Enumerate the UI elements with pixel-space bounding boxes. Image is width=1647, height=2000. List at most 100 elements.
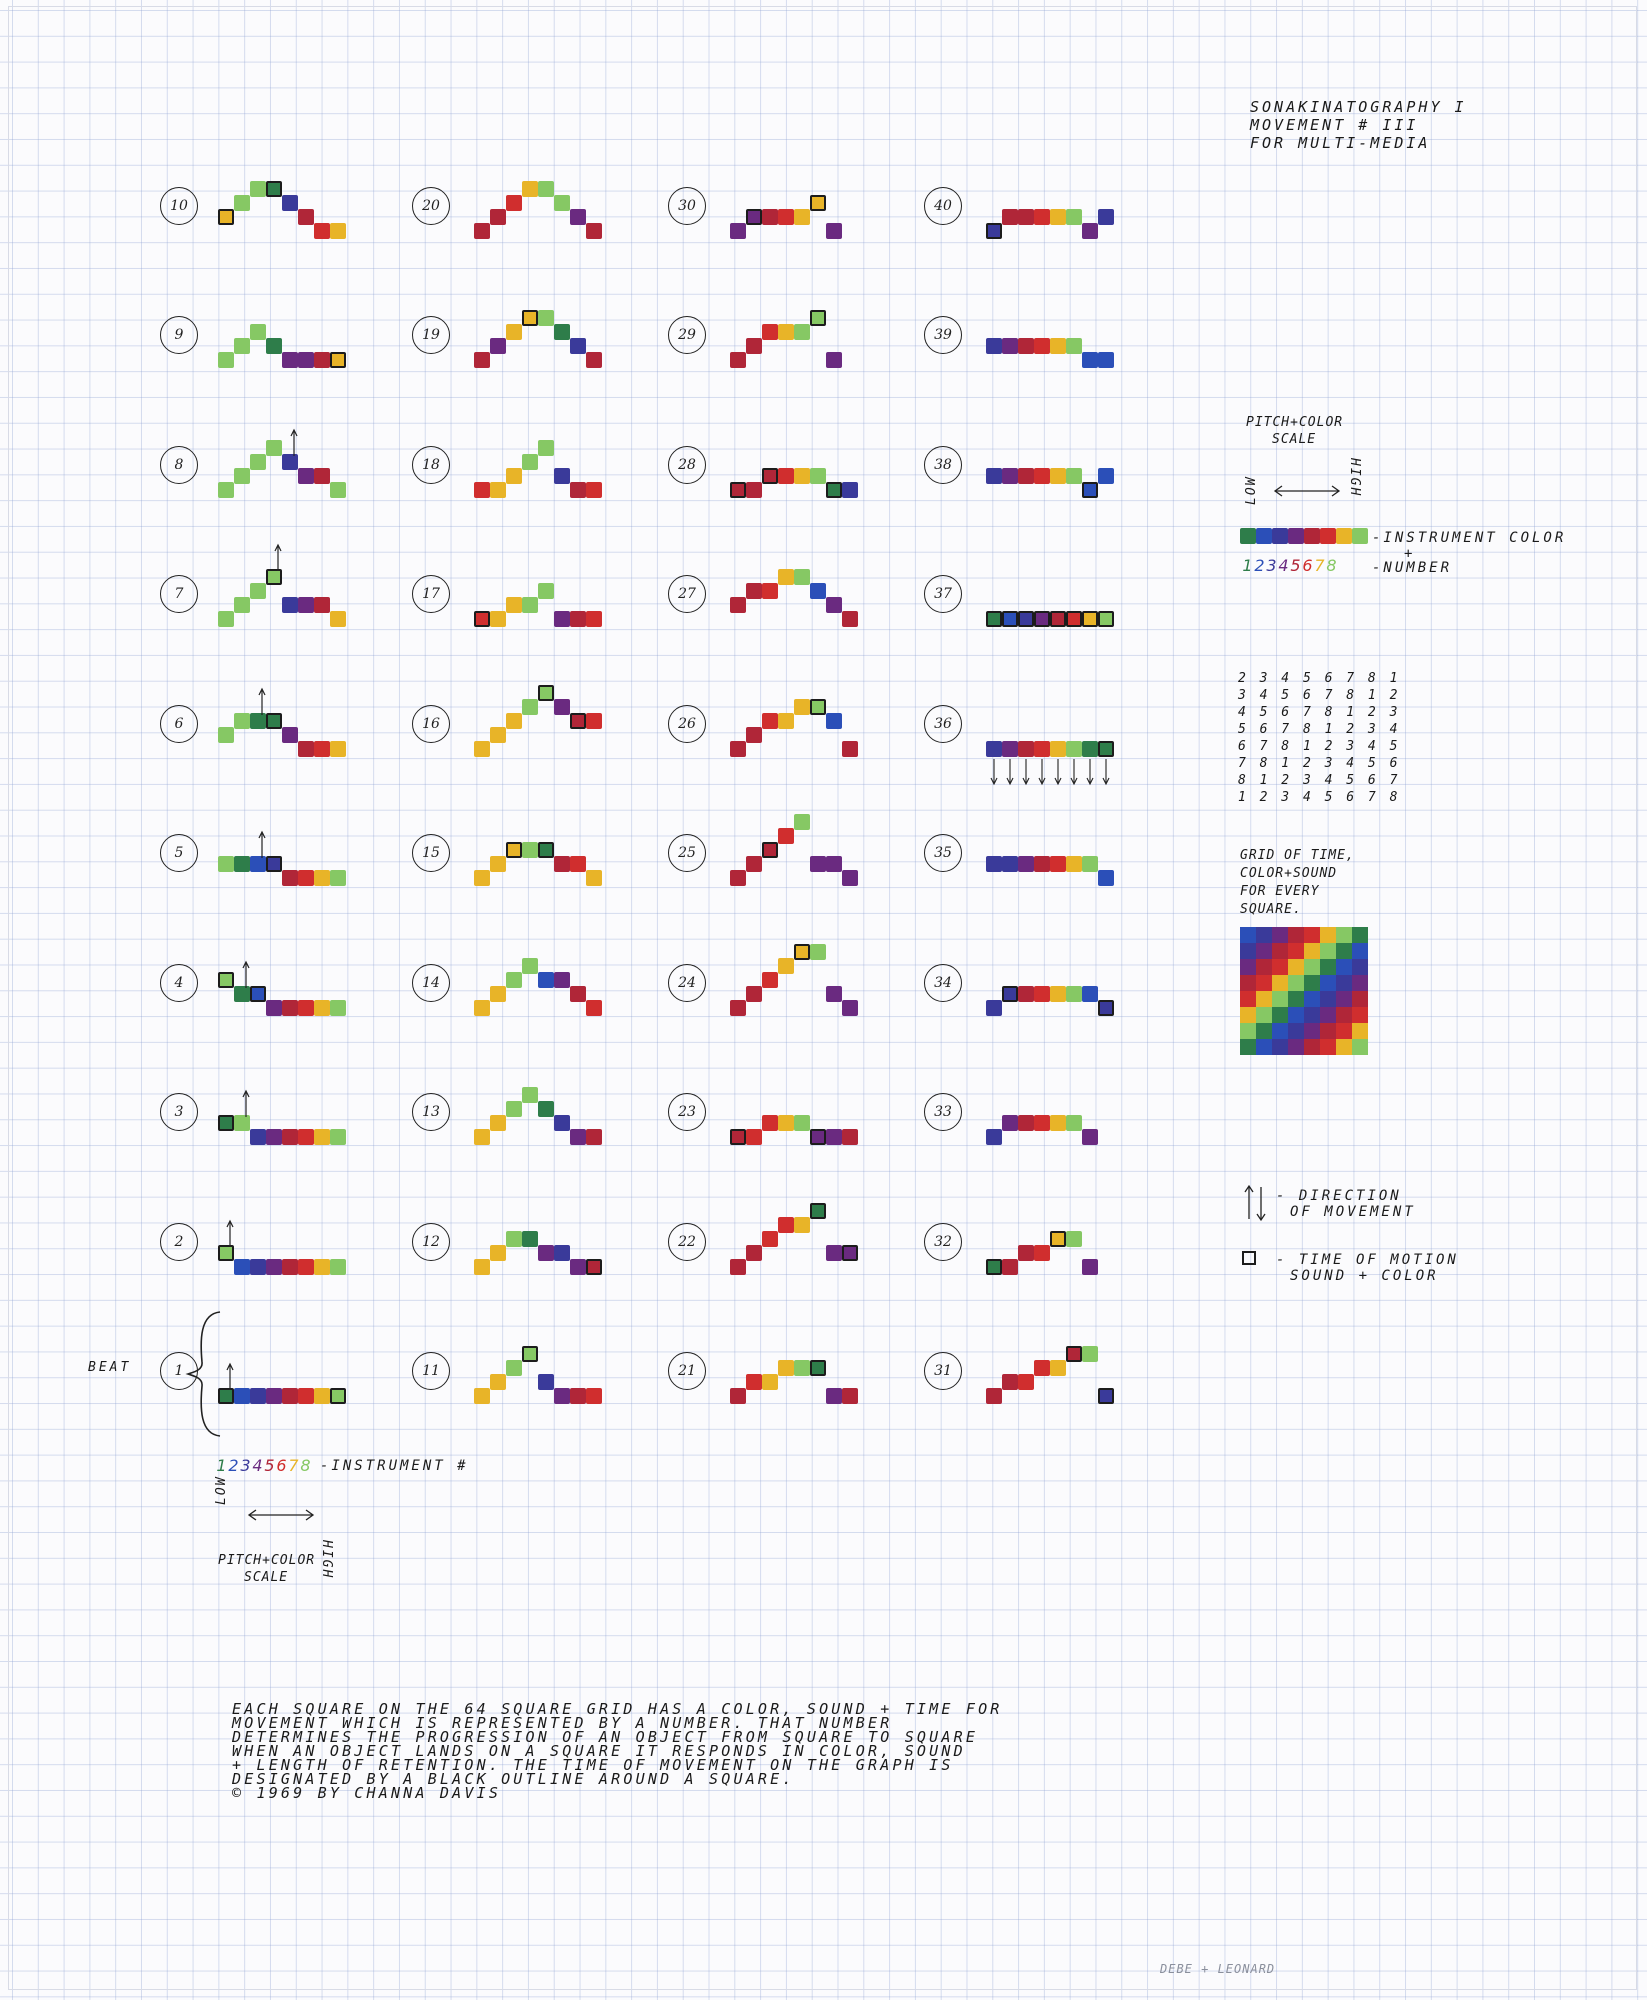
square-26-1 [730, 741, 746, 757]
beat-number-8: 8 [160, 446, 198, 484]
square-34-3 [1018, 986, 1034, 1002]
square-35-4 [1034, 856, 1050, 872]
square-14-7 [570, 986, 586, 1002]
square-40-8 [1098, 209, 1114, 225]
square-31-2 [1002, 1374, 1018, 1390]
square-29-6 [810, 310, 826, 326]
beat-pattern-6 [218, 681, 346, 771]
up-arrow-icon [258, 830, 266, 858]
square-7-1 [218, 611, 234, 627]
square-32-4 [1034, 1245, 1050, 1261]
beat-number-31: 31 [924, 1352, 962, 1390]
square-29-3 [762, 324, 778, 340]
title-line-1: SONAKINATOGRAPHY I [1250, 98, 1467, 116]
square-13-7 [570, 1129, 586, 1145]
paragraph-line-2: MOVEMENT WHICH IS REPRESENTED BY A NUMBE… [232, 1714, 893, 1732]
square-9-1 [218, 352, 234, 368]
grid-cell-4-4 [1288, 975, 1304, 991]
square-38-4 [1034, 468, 1050, 484]
square-6-5 [282, 727, 298, 743]
grid-cell-4-5 [1304, 975, 1320, 991]
square-30-2 [746, 209, 762, 225]
square-37-8 [1098, 611, 1114, 627]
beat-pattern-9 [218, 292, 346, 382]
instrument-number-4: 4 [1278, 556, 1290, 575]
square-25-4 [778, 828, 794, 844]
grid-cell-7-3 [1272, 1023, 1288, 1039]
instrument-number-7: 7 [288, 1456, 300, 1475]
grid-cell-5-8 [1352, 991, 1368, 1007]
square-37-7 [1082, 611, 1098, 627]
beat-number-33: 33 [924, 1093, 962, 1131]
grid-cell-1-8 [1352, 927, 1368, 943]
square-37-4 [1034, 611, 1050, 627]
square-33-3 [1018, 1115, 1034, 1131]
beat-pattern-10 [218, 163, 346, 253]
square-36-6 [1066, 741, 1082, 757]
square-23-2 [746, 1129, 762, 1145]
square-1-3 [250, 1388, 266, 1404]
grid-cell-5-6 [1320, 991, 1336, 1007]
square-13-8 [586, 1129, 602, 1145]
square-3-8 [330, 1129, 346, 1145]
square-18-5 [538, 440, 554, 456]
square-23-5 [794, 1115, 810, 1131]
grid-cell-2-1 [1240, 943, 1256, 959]
square-11-6 [554, 1388, 570, 1404]
paragraph-line-1: EACH SQUARE ON THE 64 SQUARE GRID HAS A … [232, 1700, 1003, 1718]
square-39-6 [1066, 338, 1082, 354]
square-11-5 [538, 1374, 554, 1390]
square-14-1 [474, 1000, 490, 1016]
beat-number-23: 23 [668, 1093, 706, 1131]
square-2-4 [266, 1259, 282, 1275]
square-34-5 [1050, 986, 1066, 1002]
beat-pattern-18 [474, 422, 602, 512]
beat-number-5: 5 [160, 834, 198, 872]
square-27-8 [842, 611, 858, 627]
square-36-3 [1018, 741, 1034, 757]
up-arrow-icon [226, 1219, 234, 1247]
square-25-8 [842, 870, 858, 886]
paragraph-line-6: DESIGNATED BY A BLACK OUTLINE AROUND A S… [232, 1770, 795, 1788]
matrix-row-6: 7 8 1 2 3 4 5 6 [1238, 756, 1401, 771]
beat-pattern-22 [730, 1199, 858, 1289]
square-30-3 [762, 209, 778, 225]
beat-number-37: 37 [924, 575, 962, 613]
square-8-8 [330, 482, 346, 498]
beat-number-12: 12 [412, 1223, 450, 1261]
square-19-3 [506, 324, 522, 340]
square-33-4 [1034, 1115, 1050, 1131]
beat-number-34: 34 [924, 964, 962, 1002]
square-31-8 [1098, 1388, 1114, 1404]
square-35-7 [1082, 856, 1098, 872]
square-28-2 [746, 482, 762, 498]
square-34-8 [1098, 1000, 1114, 1016]
square-32-2 [1002, 1259, 1018, 1275]
beat-number-24: 24 [668, 964, 706, 1002]
square-18-8 [586, 482, 602, 498]
instrument-number-6: 6 [1302, 556, 1314, 575]
square-39-2 [1002, 338, 1018, 354]
square-31-4 [1034, 1360, 1050, 1376]
instrument-number-label: -INSTRUMENT # [320, 1458, 469, 1474]
square-13-2 [490, 1115, 506, 1131]
square-8-2 [234, 468, 250, 484]
beat-pattern-17 [474, 551, 602, 641]
square-6-2 [234, 713, 250, 729]
beat-number-27: 27 [668, 575, 706, 613]
square-9-2 [234, 338, 250, 354]
instrument-number-7: 7 [1314, 556, 1326, 575]
beat-number-25: 25 [668, 834, 706, 872]
beat-pattern-8 [218, 422, 346, 512]
square-2-1 [218, 1245, 234, 1261]
matrix-row-1: 2 3 4 5 6 7 8 1 [1238, 671, 1401, 686]
square-19-6 [554, 324, 570, 340]
beat-pattern-15 [474, 810, 602, 900]
beat-pattern-7 [218, 543, 346, 641]
square-27-4 [778, 569, 794, 585]
square-30-4 [778, 209, 794, 225]
beat-pattern-35 [986, 810, 1114, 900]
beat-pattern-5 [218, 810, 346, 900]
scale-square-2 [1256, 528, 1272, 544]
square-25-2 [746, 856, 762, 872]
